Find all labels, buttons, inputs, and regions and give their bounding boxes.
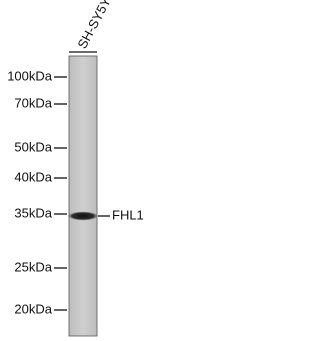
band xyxy=(68,211,98,221)
marker-label: 20kDa xyxy=(14,301,52,316)
marker-label: 100kDa xyxy=(7,68,53,83)
blot-lane xyxy=(68,55,98,337)
marker-ladder: 100kDa 70kDa 50kDa 40kDa 35kDa 25kDa 20kDa xyxy=(7,68,67,316)
lane-label: SH-SY5Y xyxy=(74,0,114,51)
marker-label: 50kDa xyxy=(14,139,52,154)
marker-label: 40kDa xyxy=(14,169,52,184)
marker-label: 25kDa xyxy=(14,259,52,274)
marker-label: 35kDa xyxy=(14,205,52,220)
marker-label: 70kDa xyxy=(14,95,52,110)
band-label: FHL1 xyxy=(112,207,144,222)
western-blot: SH-SY5Y 100kDa 70kDa 50kDa 40kDa 35kDa 25kDa 2… xyxy=(7,0,144,337)
